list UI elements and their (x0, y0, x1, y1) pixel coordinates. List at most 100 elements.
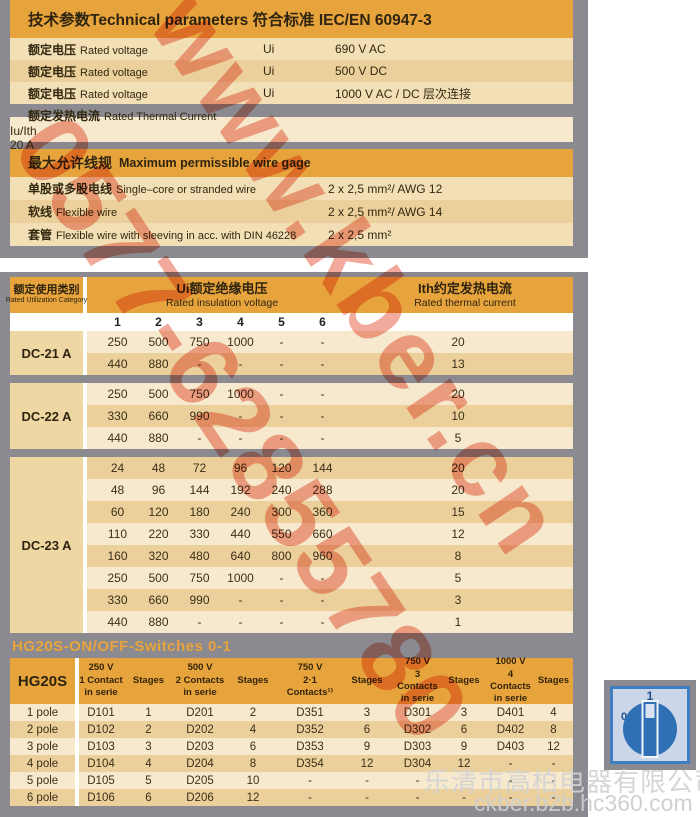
wire-gage-header: 最大允许线规 Maximum permissible wire gage (10, 149, 573, 177)
spec-symbol: Ui (263, 64, 275, 78)
voltage-cell: - (320, 431, 325, 445)
table-row: 330 660 990 - - - 10 (87, 405, 573, 427)
pole-label: 2 pole (10, 721, 79, 738)
table-section-gap (10, 375, 573, 383)
voltage-cell: 192 (230, 483, 251, 497)
switch-table-cell: 6 (363, 723, 371, 736)
voltage-cell: - (238, 357, 243, 371)
switch-table-cell: D403 (496, 740, 525, 753)
voltage-cell: 24 (110, 461, 125, 475)
tech-params-block: 技术参数Technical parameters 符合标准 IEC/EN 609… (0, 0, 588, 258)
voltage-cell: 96 (151, 483, 166, 497)
switch-table-cell: 3 (145, 740, 152, 753)
switch-table-cell: D203 (186, 740, 214, 753)
table-row: 440 880 - - - - 13 (87, 353, 573, 375)
table-row: 110 220 330 440 550 660 12 (87, 523, 573, 545)
voltage-cell: - (197, 615, 202, 629)
voltage-cell: - (279, 571, 284, 585)
thermal-current-cell: 20 (451, 483, 465, 497)
switch-table-cells: D105 5 D205 10 - - - - - - (79, 772, 573, 789)
spec-row: 额定电压 Rated voltage Ui 690 V AC (10, 38, 573, 60)
spec-label-zh: 软线 (28, 205, 53, 219)
voltage-cell: 120 (271, 461, 292, 475)
thermal-current-cell: 20 (451, 387, 465, 401)
switch-table-cell: - (308, 791, 312, 804)
header-line: 750 V (405, 656, 430, 668)
utilization-category-cell: DC-23 A (10, 457, 87, 633)
switch-table-cell: 12 (246, 791, 260, 804)
table-row: 330 660 990 - - - 3 (87, 589, 573, 611)
switch-table-cell: D302 (403, 723, 432, 736)
spec-row: 软线 Flexible wire 2 x 2,5 mm²/ AWG 14 (10, 200, 573, 223)
switch-table-cell: - (551, 774, 556, 787)
voltage-cell: 440 (107, 615, 128, 629)
voltage-cell: 220 (148, 527, 169, 541)
utilization-block-rows: 250 500 750 1000 - - 20 330 660 990 - - - 10 440 880 - - -… (87, 383, 573, 449)
switch-table-cell: D205 (186, 774, 214, 787)
switch-table-cell: 9 (363, 740, 371, 753)
voltage-cell: 330 (107, 593, 128, 607)
spec-row-label: 额定电压 Rated voltage (10, 41, 263, 58)
spec-label-zh: 额定电压 (28, 64, 77, 79)
column-number: 6 (319, 315, 326, 329)
voltage-cell: 240 (271, 483, 292, 497)
voltage-cell: - (279, 387, 284, 401)
spec-label-zh: 额定发热电流 (28, 109, 101, 123)
utilization-blocks: DC-21 A 250 500 750 1000- -20 440 880- - - -13 DC-2… (10, 331, 573, 633)
switch-table-cells: D104 4 D204 8 D354 12 D304 12 - - (79, 755, 573, 772)
voltage-cell: - (320, 387, 325, 401)
voltage-cell: 660 (148, 409, 169, 423)
table-row: 440 880 - - - - 5 (87, 427, 573, 449)
voltage-cell: - (279, 409, 284, 423)
switch-table-cell: 6 (145, 791, 152, 804)
switch-table-cell: 8 (249, 757, 257, 770)
pole-label: 1 pole (10, 704, 79, 721)
switch-table-cells: D101 1 D201 2 D351 3 D301 3 D401 4 (79, 704, 573, 721)
switch-table-cells: D102 2 D202 4 D352 6 D302 6 D402 8 (79, 721, 573, 738)
switch-table-rows: 1 pole D101 1 D201 2 D351 3 D301 3 D401 4 2 pole D10… (10, 704, 573, 806)
voltage-cell: 990 (189, 409, 210, 423)
switch-table-cell: D106 (87, 791, 115, 804)
spec-label-en: Rated voltage (80, 44, 148, 57)
column-number: 3 (196, 315, 203, 329)
voltage-cell: - (238, 431, 243, 445)
switch-table-cell: - (415, 791, 420, 804)
utilization-block-rows: 24 48 72 96 120 144 20 48 96 144 192 240 288 20 60 120 1… (87, 457, 573, 633)
spec-label-en: Rated voltage (80, 66, 148, 79)
spec-value: 1000 V AC / DC 层次连接 (335, 86, 472, 101)
utilization-category-cell: DC-22 A (10, 383, 87, 449)
switch-table-cell: 9 (460, 740, 468, 753)
insulation-voltage-zh: Ui额定绝缘电压 (176, 280, 268, 296)
spec-value: 2 x 2,5 mm²/ AWG 14 (328, 204, 443, 219)
utilization-table: 额定使用类别 Rated Utilization Category Ui额定绝缘… (6, 277, 573, 633)
utilization-block-rows: 250 500 750 1000 - - 20 440 880 - - - - 13 (87, 331, 573, 375)
header-line: Stages (132, 674, 165, 686)
voltage-cell: 660 (148, 593, 169, 607)
switch-table-cell: - (508, 774, 513, 787)
voltage-cell: 440 (107, 357, 128, 371)
spec-label-en: Flexible wire with sleeving in acc. with… (56, 230, 297, 242)
voltage-cell: 1000 (227, 387, 254, 401)
spec-label-zh: 额定电压 (28, 42, 77, 57)
switch-table-header-column: Stages (123, 658, 174, 704)
thermal-current-en: Rated thermal current (414, 296, 516, 309)
header-line: 500 V (187, 662, 213, 674)
voltage-cell: - (197, 357, 202, 371)
switch-table-cell: D201 (186, 706, 214, 719)
switch-table-row: 1 pole D101 1 D201 2 D351 3 D301 3 D401 4 (10, 704, 573, 721)
voltage-cell: 800 (271, 549, 292, 563)
table-row: 48 96 144 192 240 288 20 (87, 479, 573, 501)
switch-table-cells: D106 6 D206 12 - - - - - - (79, 789, 573, 806)
thermal-current-cell: 3 (454, 593, 462, 607)
voltage-cell: - (320, 409, 325, 423)
voltage-cell: 120 (148, 505, 169, 519)
pole-label: 5 pole (10, 772, 79, 789)
switch-table-cell: D103 (87, 740, 115, 753)
switch-table-cell: - (508, 791, 513, 804)
wire-gage-rows: 单股或多股电线 Single–core or stranded wire 2 x 2… (10, 177, 573, 246)
switch-position-1-label: 1 (646, 689, 654, 703)
voltage-cell: - (279, 431, 284, 445)
